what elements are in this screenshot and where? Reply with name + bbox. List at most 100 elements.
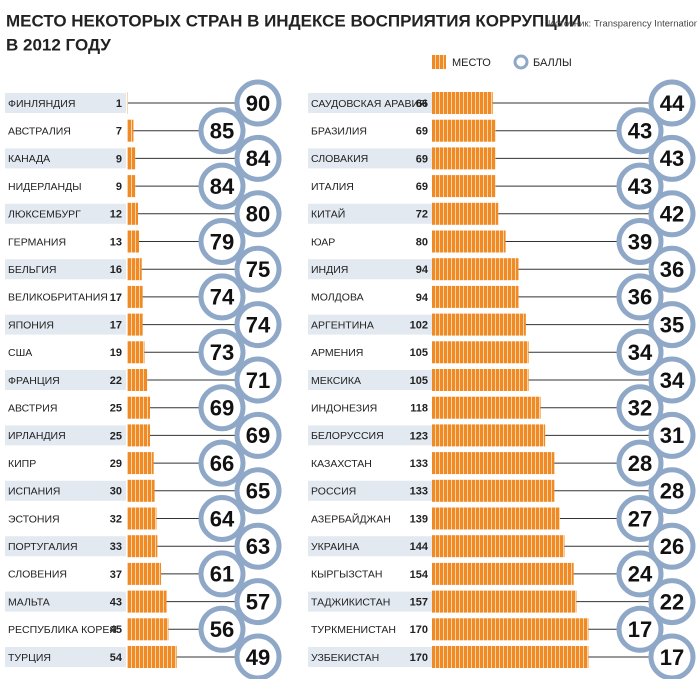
rank-label: 105	[410, 375, 428, 387]
score-circle	[616, 273, 664, 321]
category-label: ВЕЛИКОБРИТАНИЯ	[8, 292, 108, 304]
category-label: БЕЛЬГИЯ	[8, 264, 57, 276]
score-circle	[648, 467, 696, 515]
label-bg	[308, 619, 432, 640]
rank-label: 123	[410, 430, 428, 442]
label-bg	[308, 591, 432, 612]
bar	[432, 119, 496, 142]
bar	[432, 92, 493, 114]
category-label: ЭСТОНИЯ	[8, 513, 60, 525]
bar	[432, 507, 560, 530]
score-label: 17	[660, 645, 684, 670]
category-label: АРГЕНТИНА	[311, 319, 374, 331]
score-label: 49	[246, 645, 270, 670]
score-circle	[648, 134, 696, 182]
category-label: БРАЗИЛИЯ	[311, 125, 367, 137]
category-label: АЗЕРБАЙДЖАН	[311, 512, 391, 525]
category-label: СЛОВЕНИЯ	[8, 569, 67, 581]
score-label: 74	[210, 285, 235, 310]
label-bg	[308, 176, 432, 197]
rank-label: 45	[110, 624, 122, 636]
label-bg	[308, 480, 432, 501]
score-label: 39	[628, 229, 652, 254]
score-circle	[234, 134, 282, 182]
score-label: 36	[628, 285, 652, 310]
label-bg	[308, 397, 432, 418]
rank-label: 19	[110, 347, 122, 359]
category-label: УКРАИНА	[311, 541, 359, 553]
rank-label: 170	[410, 624, 428, 636]
score-circle	[648, 79, 696, 127]
bar	[432, 535, 565, 558]
score-label: 22	[660, 589, 684, 614]
label-bg	[308, 342, 432, 363]
rank-label: 72	[416, 209, 428, 221]
legend-label: МЕСТО	[452, 57, 491, 69]
label-bg	[308, 453, 432, 474]
bar	[127, 590, 167, 613]
rank-label: 94	[416, 292, 429, 304]
score-label: 74	[246, 312, 271, 337]
category-label: ПОРТУГАЛИЯ	[8, 541, 78, 553]
score-circle	[234, 79, 282, 127]
score-label: 64	[210, 506, 235, 531]
bar	[432, 396, 541, 419]
bar	[127, 452, 154, 475]
bar	[432, 341, 529, 364]
score-circle	[616, 218, 664, 265]
score-circle	[616, 550, 664, 598]
score-circle	[234, 301, 282, 349]
score-circle	[198, 384, 246, 432]
rank-label: 17	[110, 320, 122, 332]
chart-title: В 2012 ГОДУ	[6, 35, 111, 54]
score-label: 28	[628, 451, 652, 476]
score-circle	[234, 522, 282, 570]
label-bg	[5, 563, 126, 584]
category-label: ГЕРМАНИЯ	[8, 236, 66, 248]
score-label: 80	[246, 202, 270, 227]
category-label: САУДОВСКАЯ АРАВИЯ	[311, 98, 427, 110]
rank-label: 133	[410, 458, 428, 470]
bar	[127, 175, 136, 198]
score-circle	[198, 273, 246, 321]
label-bg	[308, 425, 432, 446]
bar	[127, 535, 158, 558]
category-label: РЕСПУБЛИКА КОРЕЯ	[8, 624, 117, 636]
bar	[127, 396, 150, 419]
score-label: 66	[210, 451, 234, 476]
label-bg	[5, 148, 126, 169]
category-label: МОЛДОВА	[311, 292, 364, 304]
bar	[432, 452, 555, 475]
bar	[127, 119, 134, 142]
rank-label: 66	[416, 98, 428, 110]
rank-label: 69	[416, 181, 428, 193]
score-label: 17	[628, 617, 652, 642]
rank-label: 25	[110, 403, 122, 415]
score-circle	[648, 245, 696, 293]
score-circle	[648, 301, 696, 349]
label-bg	[308, 647, 432, 667]
category-label: РОССИЯ	[311, 486, 356, 498]
bar	[432, 258, 519, 281]
score-circle	[648, 190, 696, 238]
bar	[127, 424, 150, 447]
label-bg	[5, 619, 126, 640]
rank-label: 32	[110, 513, 122, 525]
score-label: 35	[660, 312, 684, 337]
label-bg	[5, 647, 126, 667]
label-bg	[308, 536, 432, 557]
category-label: КЫРГЫЗСТАН	[311, 569, 383, 581]
label-bg	[5, 591, 126, 612]
bar	[127, 479, 155, 502]
legend-label: БАЛЛЫ	[533, 57, 572, 69]
category-label: АВСТРАЛИЯ	[8, 125, 71, 137]
score-label: 57	[246, 589, 270, 614]
rank-label: 17	[110, 292, 122, 304]
category-label: США	[8, 347, 32, 359]
category-label: КИТАЙ	[311, 208, 345, 221]
rank-label: 22	[110, 375, 122, 387]
label-bg	[5, 314, 126, 335]
label-bg	[5, 286, 126, 307]
category-label: КАНАДА	[8, 153, 50, 165]
